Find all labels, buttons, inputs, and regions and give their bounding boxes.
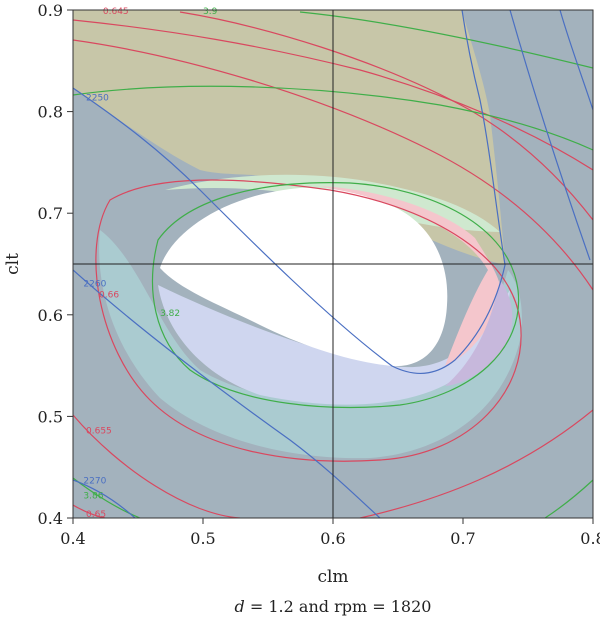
contour-label-red: 0.65: [86, 510, 106, 520]
green-contour-lower: [544, 479, 593, 518]
y-tick-label: 0.8: [38, 103, 63, 122]
blue-contour-2270: [73, 479, 136, 518]
x-axis-label: clm: [317, 567, 348, 587]
caption-variable: d: [235, 597, 245, 616]
contour-label-red: 0.645: [103, 7, 129, 17]
chart-caption: d = 1.2 and rpm = 1820: [235, 597, 432, 616]
blue-contour-right1: [509, 10, 591, 261]
green-band-top: [165, 174, 500, 232]
red-contours: [73, 11, 593, 518]
y-axis-label: clt: [3, 253, 23, 275]
red-contour-0655: [73, 414, 241, 518]
green-contour-382: [151, 182, 520, 409]
contour-label-red: 0.66: [99, 291, 119, 301]
green-contour-upper: [73, 85, 593, 151]
blue-contour-right2: [559, 10, 593, 111]
contour-label-green: 3.86: [83, 492, 103, 502]
contour-label-green: 3.82: [160, 309, 180, 319]
red-contour-ellipse: [95, 179, 522, 462]
x-axis-ticks: 0.4 0.5 0.6 0.7 0.8: [60, 518, 600, 548]
x-tick-label: 0.8: [580, 529, 600, 548]
x-tick-label: 0.4: [60, 529, 85, 548]
red-contour-upper: [73, 39, 593, 291]
contour-label-blue: 2270: [83, 476, 106, 486]
green-contour-39: [299, 11, 593, 69]
red-contour-lower: [359, 409, 593, 518]
red-contour-upper2: [73, 19, 593, 171]
y-tick-label: 0.5: [38, 407, 63, 426]
blue-contour-2250: [73, 10, 506, 374]
pink-region: [320, 186, 502, 366]
contour-label-blue: 2250: [86, 93, 109, 103]
teal-region: [99, 230, 522, 459]
contour-labels: 0.645 3.9 2250 2260 0.66 3.82 0.655 2270 3.86 0.6…: [83, 7, 217, 520]
y-tick-label: 0.9: [38, 1, 63, 20]
contour-label-blue: 2260: [83, 279, 106, 289]
lavender-region: [158, 285, 510, 405]
x-tick-label: 0.7: [450, 529, 475, 548]
x-tick-label: 0.5: [190, 529, 215, 548]
plot-area: [73, 10, 593, 518]
blue-contour-2260: [73, 269, 381, 518]
y-tick-label: 0.6: [38, 306, 63, 325]
purple-region: [445, 280, 513, 386]
y-tick-label: 0.4: [38, 509, 63, 528]
x-tick-label: 0.6: [320, 529, 345, 548]
contour-label-red: 0.655: [86, 427, 112, 437]
y-axis-ticks: 0.4 0.5 0.6 0.7 0.8 0.9: [38, 1, 73, 528]
caption-text: = 1.2 and rpm = 1820: [245, 597, 432, 616]
feasible-region: [160, 187, 448, 367]
red-contour-065: [73, 504, 106, 518]
blue-contours: [73, 10, 593, 518]
contour-label-green: 3.9: [203, 7, 218, 17]
y-tick-label: 0.7: [38, 204, 63, 223]
